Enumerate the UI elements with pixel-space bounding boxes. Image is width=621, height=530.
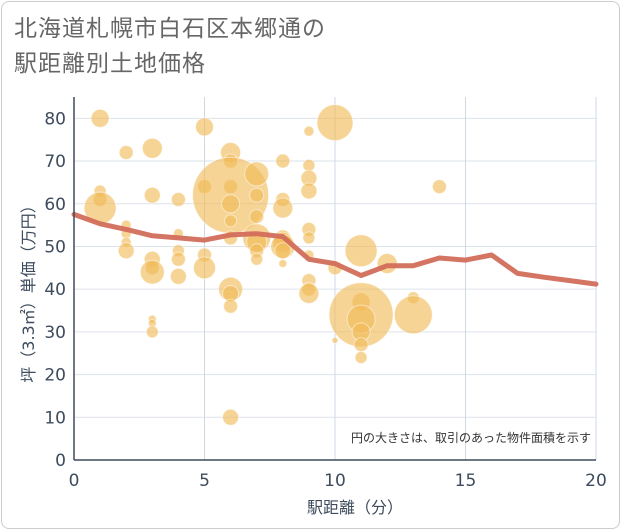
bubble-point [221, 194, 241, 214]
bubble-point [169, 267, 187, 285]
bubble-point [249, 209, 265, 225]
x-tick-label: 5 [199, 471, 210, 491]
chart-title: 北海道札幌市白石区本郷通の 駅距離別土地価格 [14, 16, 326, 77]
bubble-point [170, 251, 186, 267]
bubble-point [354, 351, 368, 365]
bubble-point [278, 259, 288, 269]
bubble-point [300, 182, 318, 200]
axes [73, 97, 596, 461]
y-tick-label: 60 [44, 195, 66, 215]
x-tick-label: 0 [69, 471, 80, 491]
bubble-point [275, 153, 291, 169]
y-tick-label: 30 [44, 323, 66, 343]
bubble-point [117, 242, 135, 260]
x-tick-label: 15 [455, 471, 477, 491]
y-tick-label: 0 [55, 451, 66, 471]
bubble-point [223, 298, 239, 314]
bubble-point [331, 336, 339, 344]
bubble-size-note: 円の大きさは、取引のあった物件面積を示す [351, 430, 591, 445]
bubble-point [222, 408, 240, 426]
bubble-point [118, 145, 134, 161]
bubble-point [143, 186, 161, 204]
bubble-point [170, 191, 186, 207]
bubble-point [139, 259, 165, 285]
bubble-point [393, 295, 433, 335]
bubble-point [90, 108, 110, 128]
bubble-point [195, 117, 214, 137]
bubble-point [303, 125, 315, 137]
x-tick-label: 10 [324, 471, 346, 491]
average-line-series [71, 211, 599, 287]
bubble-point [145, 325, 159, 339]
y-tick-label: 40 [44, 280, 66, 300]
x-axis-title: 駅距離（分） [307, 498, 403, 517]
bubble-point [274, 242, 292, 260]
bubble-point [244, 161, 270, 187]
bubble-point [250, 252, 264, 266]
y-tick-label: 20 [44, 366, 66, 386]
bubble-point [298, 282, 320, 304]
bubble-series [83, 104, 447, 426]
bubble-point [353, 337, 369, 353]
bubble-point [141, 137, 163, 159]
y-axis-title: 坪（3.3㎡）単価（万円） [19, 197, 38, 382]
bubble-point [316, 104, 354, 142]
y-tick-label: 50 [44, 237, 66, 257]
tick-labels: 0 10 20 30 40 50 60 70 80 0 5 10 15 20 [44, 109, 606, 491]
y-tick-label: 10 [44, 408, 66, 428]
y-tick-label: 80 [44, 109, 66, 129]
x-tick-label: 20 [585, 471, 607, 491]
bubble-point [249, 187, 265, 203]
bubble-point [344, 234, 378, 268]
bubble-point [224, 214, 238, 228]
bubble-point [193, 256, 216, 280]
bubble-point [431, 179, 447, 195]
y-tick-label: 70 [44, 152, 66, 172]
bubble-point [302, 158, 316, 172]
average-price-line [71, 211, 599, 287]
bubble-point [302, 231, 316, 245]
bubble-point [272, 197, 294, 219]
